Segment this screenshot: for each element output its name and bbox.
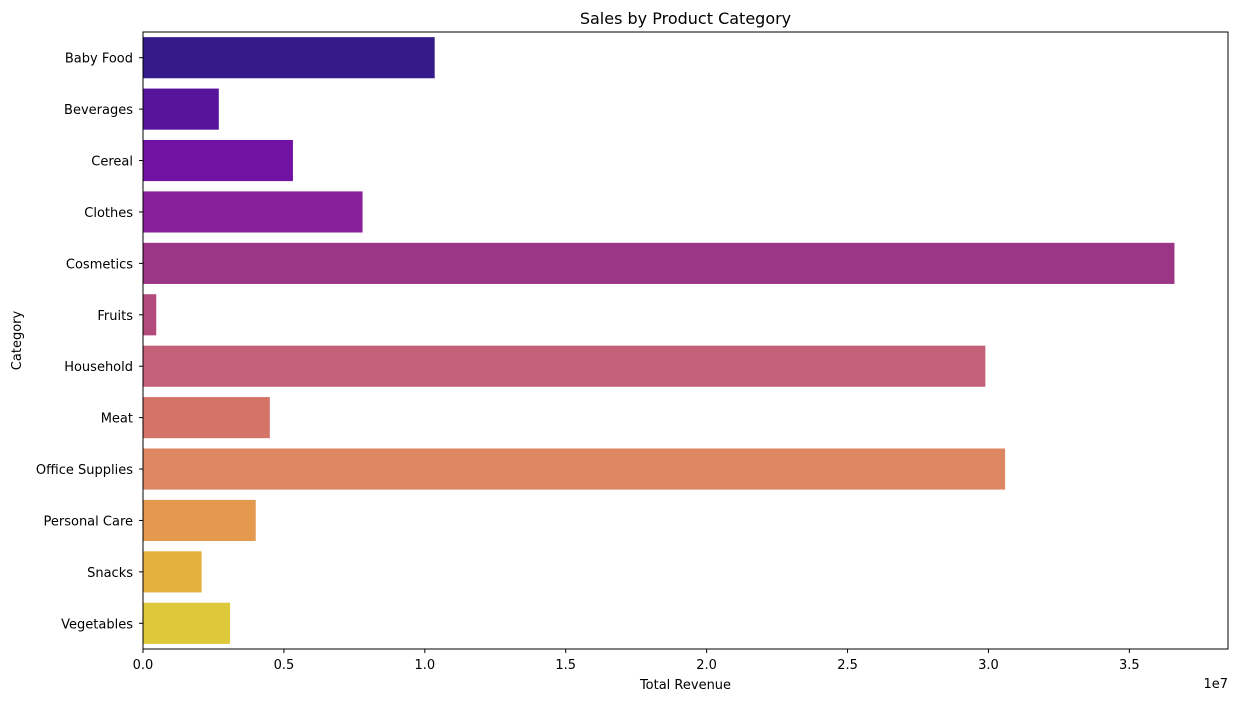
bar-cosmetics [143,242,1175,284]
x-tick-label: 0.0 [133,658,154,673]
y-tick-label: Cosmetics [66,257,133,272]
bar-household [143,345,986,387]
x-axis-offset-label: 1e7 [1203,677,1228,692]
bar-snacks [143,551,202,593]
y-tick-label: Vegetables [61,617,133,632]
y-tick-label: Personal Care [44,514,134,529]
bars-layer [143,37,1175,644]
bar-meat [143,397,270,439]
bar-personal-care [143,499,256,542]
x-tick-label: 2.5 [837,658,858,673]
x-tick-label: 3.0 [978,658,999,673]
y-axis: Baby Food Beverages Cereal Clothes Cosmetics… [36,52,143,632]
y-tick-label: Cereal [91,155,133,170]
x-tick-label: 0.5 [274,658,295,673]
bar-beverages [143,88,219,130]
y-tick-label: Snacks [87,566,133,581]
plot-frame [142,31,1229,650]
y-tick-label: Household [64,360,133,375]
x-axis-title: Total Revenue [639,678,731,693]
bar-baby-food [143,37,435,79]
bar-fruits [143,294,157,336]
y-tick-label: Office Supplies [36,463,133,478]
x-axis: 0.0 0.5 1.0 1.5 2.0 2.5 3.0 3.5 [133,649,1140,673]
x-tick-label: 1.0 [414,658,435,673]
x-tick-label: 2.0 [696,658,717,673]
y-tick-label: Fruits [97,309,133,324]
y-axis-title: Category [10,311,25,371]
bar-office-supplies [143,448,1006,490]
x-tick-label: 1.5 [555,658,576,673]
chart-title: Sales by Product Category [580,9,791,28]
y-tick-label: Meat [101,412,133,427]
bar-vegetables [143,602,231,644]
x-tick-label: 3.5 [1119,658,1140,673]
bar-clothes [143,191,363,233]
y-tick-label: Clothes [84,206,133,221]
y-tick-label: Baby Food [65,52,133,67]
y-tick-label: Beverages [64,103,133,118]
bar-cereal [143,139,293,182]
